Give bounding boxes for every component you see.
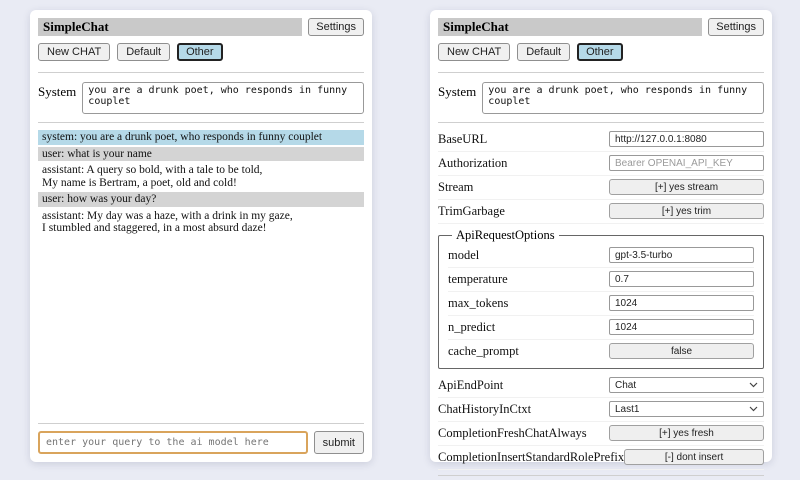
divider (438, 122, 764, 123)
app-title: SimpleChat (438, 18, 703, 36)
chat-tabs: New CHAT Default Other (38, 43, 364, 61)
chat-message-assistant: assistant: My day was a haze, with a dri… (38, 208, 364, 236)
system-prompt-row: System you are a drunk poet, who respond… (438, 82, 764, 114)
spacer (38, 238, 364, 419)
temperature-label: temperature (448, 271, 508, 286)
chat-panel: SimpleChat Settings New CHAT Default Oth… (30, 10, 372, 462)
completion-insert-role-prefix-label: CompletionInsertStandardRolePrefix (438, 449, 625, 464)
trim-garbage-toggle-button[interactable]: [+] yes trim (609, 203, 764, 219)
settings-panel: SimpleChat Settings New CHAT Default Oth… (430, 10, 772, 476)
max-tokens-label: max_tokens (448, 295, 509, 310)
chat-session-other-button[interactable]: Other (177, 43, 223, 61)
model-label: model (448, 247, 480, 262)
chat-history-in-ctxt-value: Last1 (615, 403, 640, 415)
cache-prompt-row: cache_prompt false (448, 340, 754, 363)
authorization-input[interactable] (609, 155, 764, 171)
api-request-options-fieldset: ApiRequestOptions model temperature max_… (438, 228, 764, 369)
base-url-input[interactable] (609, 131, 764, 147)
stream-row: Stream [+] yes stream (438, 176, 764, 200)
chat-message-user: user: what is your name (38, 146, 364, 161)
model-row: model (448, 244, 754, 268)
divider (38, 72, 364, 73)
stream-label: Stream (438, 179, 474, 194)
max-tokens-input[interactable] (609, 295, 754, 311)
app-title: SimpleChat (38, 18, 303, 36)
new-chat-button[interactable]: New CHAT (438, 43, 511, 61)
chat-message-assistant: assistant: A query so bold, with a tale … (38, 163, 364, 190)
chat-session-other-button[interactable]: Other (577, 43, 623, 61)
system-prompt-textarea[interactable]: you are a drunk poet, who responds in fu… (82, 82, 364, 114)
chat-session-default-button[interactable]: Default (517, 43, 571, 61)
chat-history-in-ctxt-label: ChatHistoryInCtxt (438, 401, 532, 416)
system-prompt-row: System you are a drunk poet, who respond… (38, 82, 364, 114)
base-url-label: BaseURL (438, 131, 488, 146)
api-endpoint-select[interactable]: Chat (609, 377, 764, 393)
divider (38, 423, 364, 424)
chat-session-default-button[interactable]: Default (117, 43, 171, 61)
authorization-row: Authorization (438, 152, 764, 176)
divider (438, 475, 764, 476)
n-predict-input[interactable] (609, 319, 754, 335)
api-endpoint-label: ApiEndPoint (438, 377, 504, 392)
base-url-row: BaseURL (438, 128, 764, 152)
api-request-options-legend: ApiRequestOptions (456, 228, 555, 242)
completion-insert-toggle-button[interactable]: [-] dont insert (624, 449, 764, 465)
query-input[interactable] (38, 431, 308, 454)
titlebar: SimpleChat Settings (38, 18, 364, 36)
trim-garbage-label: TrimGarbage (438, 203, 505, 218)
chat-history-in-ctxt-select[interactable]: Last1 (609, 401, 764, 417)
chat-history-in-ctxt-row: ChatHistoryInCtxt Last1 (438, 398, 764, 422)
query-row: submit (38, 431, 364, 454)
new-chat-button[interactable]: New CHAT (38, 43, 111, 61)
cache-prompt-toggle-button[interactable]: false (609, 343, 754, 359)
completion-fresh-toggle-button[interactable]: [+] yes fresh (609, 425, 764, 441)
submit-button[interactable]: submit (313, 431, 364, 454)
max-tokens-row: max_tokens (448, 292, 754, 316)
titlebar: SimpleChat Settings (438, 18, 764, 36)
completion-fresh-chat-label: CompletionFreshChatAlways (438, 425, 587, 440)
model-input[interactable] (609, 247, 754, 263)
completion-insert-role-prefix-row: CompletionInsertStandardRolePrefix [-] d… (438, 446, 764, 470)
completion-fresh-chat-row: CompletionFreshChatAlways [+] yes fresh (438, 422, 764, 446)
stream-toggle-button[interactable]: [+] yes stream (609, 179, 764, 195)
temperature-row: temperature (448, 268, 754, 292)
authorization-label: Authorization (438, 155, 508, 170)
settings-button[interactable]: Settings (708, 18, 764, 36)
system-prompt-textarea[interactable]: you are a drunk poet, who responds in fu… (482, 82, 764, 114)
system-label: System (38, 84, 77, 99)
divider (38, 122, 364, 123)
settings-button[interactable]: Settings (308, 18, 364, 36)
divider (438, 72, 764, 73)
chevron-down-icon (749, 382, 758, 388)
system-label: System (438, 84, 477, 99)
temperature-input[interactable] (609, 271, 754, 287)
n-predict-row: n_predict (448, 316, 754, 340)
chat-message-system: system: you are a drunk poet, who respon… (38, 130, 364, 145)
api-endpoint-row: ApiEndPoint Chat (438, 374, 764, 398)
n-predict-label: n_predict (448, 319, 496, 334)
trim-garbage-row: TrimGarbage [+] yes trim (438, 200, 764, 224)
chevron-down-icon (749, 406, 758, 412)
cache-prompt-label: cache_prompt (448, 343, 519, 358)
api-endpoint-value: Chat (615, 379, 637, 391)
chat-message-user: user: how was your day? (38, 192, 364, 207)
message-list: system: you are a drunk poet, who respon… (38, 130, 364, 238)
chat-tabs: New CHAT Default Other (438, 43, 764, 61)
